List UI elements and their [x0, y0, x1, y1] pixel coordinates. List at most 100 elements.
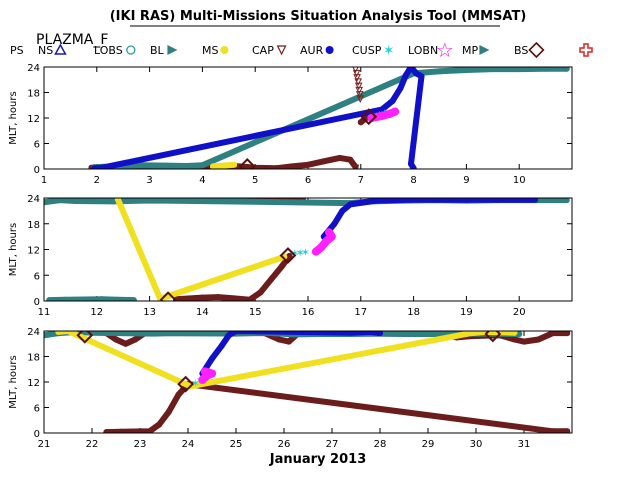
aur-series-line	[320, 198, 538, 240]
bow-shock-marker	[177, 375, 195, 393]
ps-point	[564, 428, 571, 433]
ps-point	[156, 421, 163, 428]
ps-point	[199, 294, 206, 301]
cap-marker	[355, 91, 364, 99]
aur-point	[233, 331, 239, 334]
cap-marker	[354, 78, 362, 86]
data-layer: ✶✶	[44, 331, 571, 433]
aur-point	[348, 331, 355, 336]
lobn-point	[391, 107, 400, 116]
y-tick-label: 6	[34, 271, 40, 282]
legend-item: LOBS	[94, 44, 136, 57]
legend-item: MP	[462, 44, 490, 57]
ms-point	[65, 331, 71, 334]
bl-point	[489, 67, 496, 73]
y-tick-label: 24	[27, 63, 40, 74]
legend-symbol-cross-open-icon	[579, 43, 593, 57]
aur-point	[418, 73, 425, 80]
panel-frame	[43, 330, 573, 434]
ps-point	[286, 252, 293, 259]
legend-label: CAP	[252, 44, 274, 57]
ms-point	[220, 162, 227, 169]
bl-point	[44, 332, 47, 339]
bl-point	[162, 162, 169, 169]
bl-point	[46, 297, 53, 301]
panel-frame	[43, 197, 573, 302]
x-tick-label: 4	[199, 175, 205, 186]
aur-point	[463, 198, 470, 203]
aur-point	[347, 201, 354, 208]
y-tick-label: 24	[27, 194, 40, 205]
bow-shock-marker	[238, 158, 256, 169]
bl-point	[151, 331, 158, 337]
bl-point	[136, 162, 143, 169]
x-tick-label: 24	[182, 439, 195, 450]
bl-point	[162, 198, 169, 204]
bl-point	[114, 296, 121, 301]
y-tick-label: 0	[34, 165, 40, 176]
bl-point	[437, 68, 443, 75]
aur-point	[532, 198, 539, 203]
legend-label: NS	[38, 44, 53, 57]
cusp-marker: ✶	[301, 246, 310, 259]
x-tick-label: 3	[146, 175, 152, 186]
ps-point	[521, 338, 527, 345]
aur-point	[209, 355, 215, 362]
ps-point	[215, 294, 222, 301]
x-tick-label: 29	[422, 439, 435, 450]
aur-point	[413, 70, 420, 77]
bl-point	[109, 198, 116, 205]
ms-point	[468, 331, 475, 337]
x-tick-label: 25	[230, 439, 243, 450]
panel-frame	[43, 66, 573, 170]
cap-marker	[352, 67, 359, 74]
y-tick-label: 18	[27, 89, 40, 100]
y-axis-label: MLT, hours	[8, 355, 19, 408]
ms-point	[209, 163, 216, 169]
legend-item: CUSP ✶	[352, 43, 395, 59]
cap-marker	[353, 74, 361, 82]
legend-symbol-star-open-icon: ☆	[436, 38, 454, 62]
aur-point	[410, 165, 417, 169]
ps-point	[268, 276, 275, 283]
legend-item: CAP	[252, 44, 287, 57]
ms-point	[231, 161, 238, 168]
ps-point	[320, 158, 327, 165]
ms-point	[55, 331, 62, 335]
y-tick-label: 12	[27, 114, 40, 125]
ps-point	[357, 119, 364, 126]
aur-point	[339, 207, 346, 214]
aur-point	[225, 332, 232, 339]
cap-marker	[355, 86, 364, 95]
legend-item: AUR	[300, 44, 334, 57]
legend-label: LOBS	[94, 44, 123, 57]
ps-point	[175, 391, 182, 398]
ps-point	[146, 428, 153, 433]
x-tick-label: 5	[252, 175, 258, 186]
panel-2: MLT, hours 0 6 12 18 24 11 12 13 14 15 16 17 18 19 20 ✶✶…	[8, 194, 573, 318]
aur-point	[218, 342, 225, 349]
legend-item: BS	[514, 41, 545, 59]
chart-title: (IKI RAS) Multi-Missions Situation Analy…	[110, 9, 527, 24]
legend-item: NS	[38, 43, 67, 57]
lobn-point	[322, 236, 331, 245]
aur-point	[377, 331, 383, 337]
aur-point	[402, 72, 409, 79]
legend-symbol-triangle-down-open-icon	[276, 45, 287, 56]
y-tick-label: 0	[34, 297, 40, 308]
ps-point	[132, 336, 139, 343]
y-tick-label: 24	[27, 327, 40, 338]
ps-point	[305, 161, 311, 168]
ms-series-line	[114, 198, 288, 301]
legend-item: LOBN☆	[408, 38, 454, 62]
aur-point	[331, 220, 338, 227]
x-tick-label: 18	[407, 307, 420, 318]
data-layer: ✶✶✶	[44, 198, 570, 301]
legend-item	[579, 43, 593, 57]
aur-point	[431, 198, 438, 203]
y-axis-label: MLT, hours	[8, 91, 19, 144]
legend-symbol-circle-open-icon	[126, 45, 136, 55]
aur-point	[378, 106, 385, 113]
legend-label: PS	[10, 44, 24, 57]
